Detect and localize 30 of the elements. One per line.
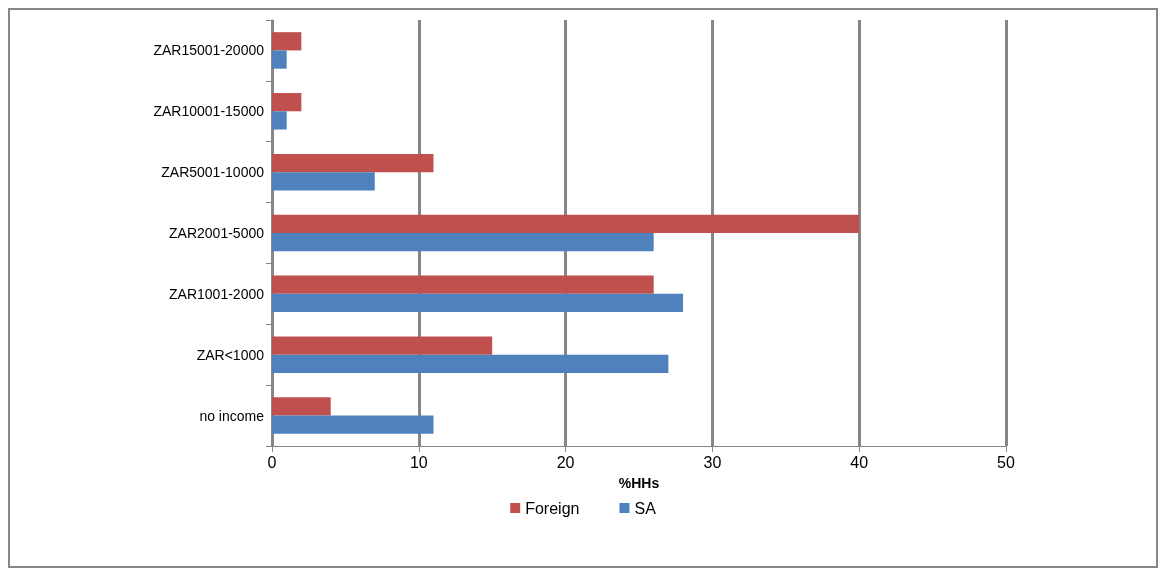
bar [272, 214, 860, 233]
bar [272, 293, 684, 313]
y-tick-label: ZAR1001-2000 [169, 285, 265, 302]
bar [272, 354, 669, 373]
x-tick-label: 50 [997, 453, 1015, 471]
bar [272, 275, 654, 294]
y-tick-label: ZAR10001-15000 [153, 103, 265, 120]
y-tick-label: ZAR<1000 [196, 346, 265, 363]
bar [272, 336, 493, 355]
bar [272, 50, 287, 69]
x-tick-label: 0 [267, 453, 277, 471]
y-tick-label: ZAR5001-10000 [161, 164, 265, 181]
bar [272, 415, 434, 434]
x-tick-label: 20 [556, 453, 575, 471]
bar [272, 397, 331, 416]
bar [272, 153, 434, 173]
bar [272, 233, 654, 252]
x-axis-title: %HHs [618, 475, 660, 491]
y-tick-label: ZAR2001-5000 [169, 225, 265, 241]
bar [272, 93, 302, 112]
bar [272, 32, 302, 51]
legend-label: SA [634, 499, 657, 517]
x-tick-label: 40 [850, 453, 869, 471]
x-tick-label: 30 [703, 453, 722, 471]
legend-label: Foreign [525, 499, 580, 517]
y-tick-label: no income [199, 407, 265, 424]
x-tick-label: 10 [409, 453, 428, 471]
y-tick-label: ZAR15001-20000 [153, 42, 265, 59]
bar [272, 172, 375, 191]
bar [272, 111, 287, 130]
